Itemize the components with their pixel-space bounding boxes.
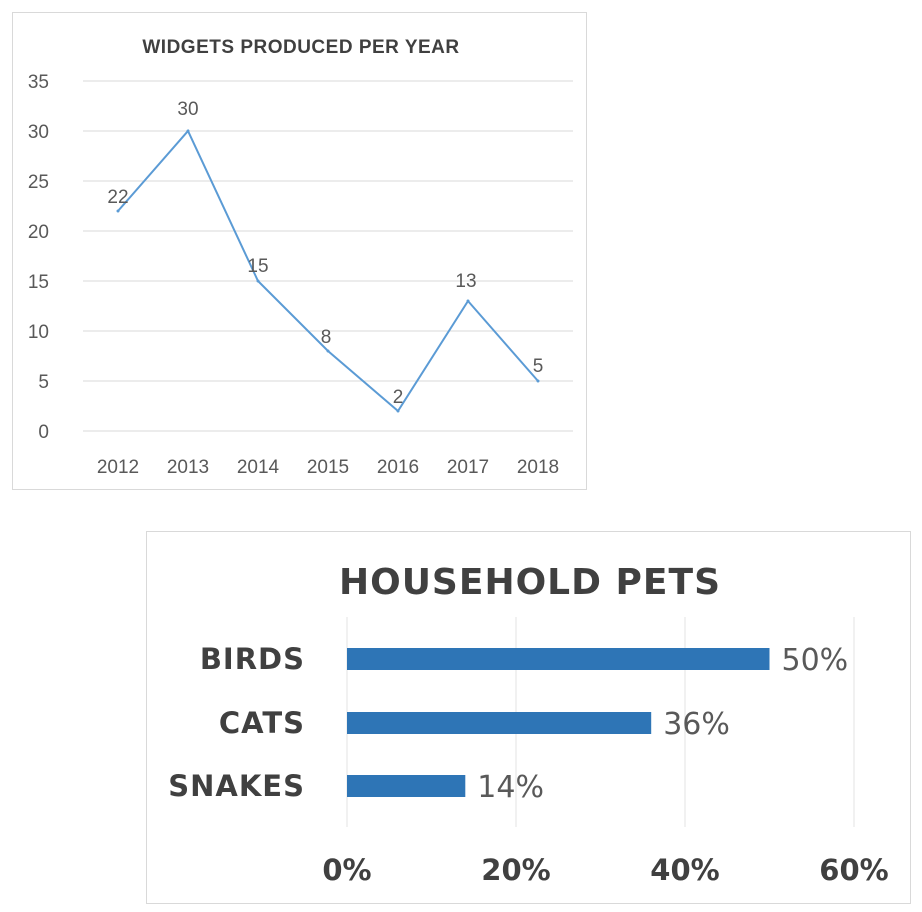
data-label: 30 (177, 99, 198, 120)
x-tick-label: 40% (650, 853, 719, 887)
data-label: 15 (247, 256, 268, 277)
chart-title: WIDGETS PRODUCED PER YEAR (142, 37, 459, 58)
data-label: 13 (455, 271, 476, 292)
x-tick-label: 60% (819, 853, 888, 887)
x-tick-label: 2017 (447, 457, 489, 478)
y-tick-label: 0 (38, 422, 49, 443)
data-label: 36% (663, 707, 730, 742)
bar (347, 775, 466, 797)
data-point (186, 129, 190, 133)
data-point (116, 209, 120, 213)
x-tick-label: 2016 (377, 457, 419, 478)
x-tick-label: 2018 (517, 457, 559, 478)
x-tick-label: 2012 (97, 457, 139, 478)
chart-title: HOUSEHOLD PETS (339, 562, 721, 603)
category-label: SNAKES (168, 769, 305, 803)
x-tick-label: 20% (481, 853, 550, 887)
x-tick-label: 2015 (307, 457, 349, 478)
data-label: 8 (321, 327, 332, 348)
y-tick-label: 25 (28, 172, 49, 193)
x-tick-label: 2014 (237, 457, 280, 478)
widgets-line-chart-svg: WIDGETS PRODUCED PER YEAR 05101520253035… (28, 37, 573, 478)
pets-bar-chart: HOUSEHOLD PETS 0% 20% 40% 60% BIRDS 50% CATS 36… (146, 531, 911, 904)
x-tick-label: 2013 (167, 457, 209, 478)
data-point (536, 379, 540, 383)
bar (347, 648, 770, 670)
bar (347, 712, 652, 734)
y-tick-label: 5 (38, 372, 49, 393)
y-tick-label: 10 (28, 322, 49, 343)
y-tick-label: 20 (28, 222, 49, 243)
pets-bar-chart-svg: HOUSEHOLD PETS 0% 20% 40% 60% BIRDS 50% CATS 36… (168, 562, 888, 887)
category-label: BIRDS (200, 642, 305, 676)
data-label: 5 (533, 356, 544, 377)
data-label: 22 (107, 187, 128, 208)
data-point (396, 409, 400, 413)
data-point (466, 299, 470, 303)
x-tick-label: 0% (322, 853, 371, 887)
y-tick-label: 15 (28, 272, 49, 293)
widgets-line-chart: WIDGETS PRODUCED PER YEAR 0 5 10 15 20 25 30 35… (12, 12, 587, 490)
data-point (256, 279, 260, 283)
data-point (326, 349, 330, 353)
y-tick-label: 35 (28, 72, 49, 93)
data-label: 50% (782, 643, 849, 678)
data-label: 14% (477, 770, 544, 805)
y-tick-label: 30 (28, 122, 49, 143)
category-label: CATS (219, 706, 305, 740)
data-label: 2 (393, 387, 404, 408)
